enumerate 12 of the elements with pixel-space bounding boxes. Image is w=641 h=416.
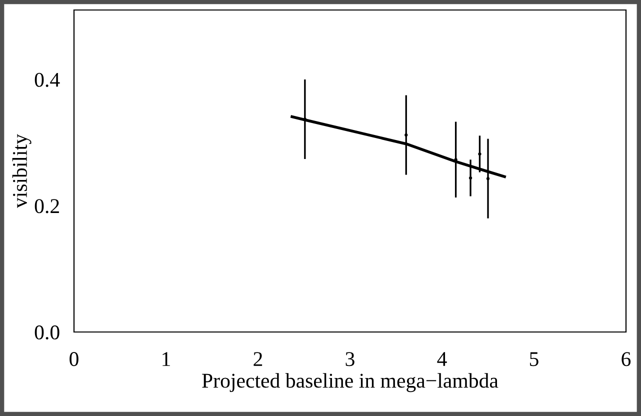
x-tick-label: 4 [437,352,447,366]
y-axis-title: visibility [12,134,32,208]
x-axis-title: Projected baseline in mega−lambda [202,373,498,392]
x-tick-label: 6 [622,352,631,366]
x-tick-label: 1 [162,352,170,366]
x-tick-label: 2 [254,352,262,366]
y-tick-label: 0.0 [34,325,60,340]
x-tick-label: 5 [530,352,538,366]
y-tick-label: 0.4 [34,72,60,87]
x-tick-label: 3 [346,352,354,366]
y-tick-label: 0.2 [34,199,59,214]
x-tick-label: 0 [70,352,78,366]
